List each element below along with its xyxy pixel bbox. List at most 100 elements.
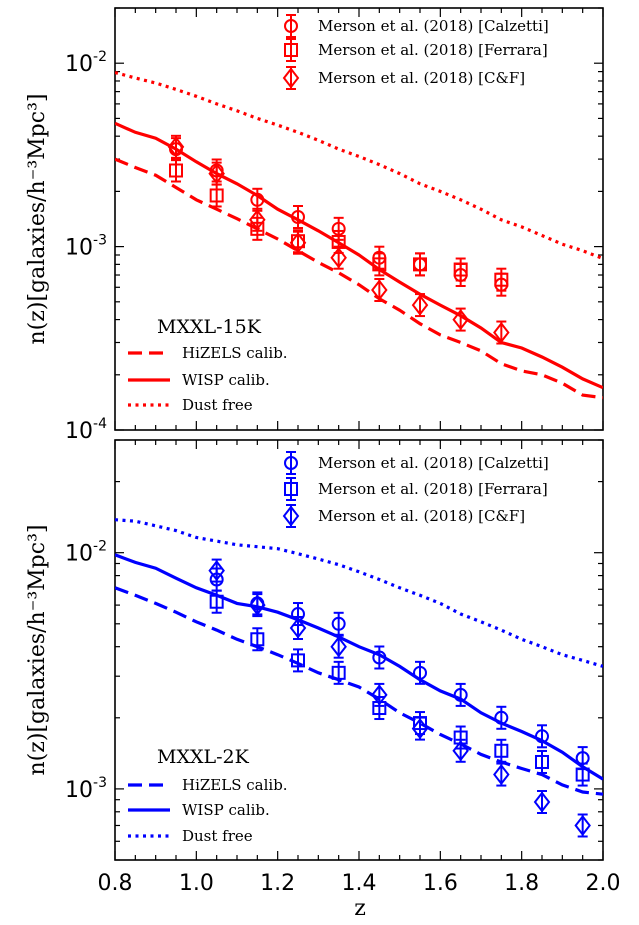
- legend-models: HiZELS calib. WISP calib. Dust free: [128, 776, 288, 845]
- legend-marker-calzetti: [284, 451, 298, 475]
- legend-marker-ferrara: [284, 38, 298, 62]
- legend-entry: Merson et al. (2018) [Ferrara]: [318, 480, 548, 498]
- panel-top: 10-410-310-2n(z)[galaxies/h⁻³Mpc³]Merson…: [25, 7, 604, 444]
- calzetti-data-point: [413, 252, 427, 277]
- y-tick-label: 10-2: [65, 49, 107, 77]
- calzetti-data-point: [413, 660, 427, 685]
- legend-marker-cf: [282, 66, 300, 90]
- legend-entry: Merson et al. (2018) [C&F]: [318, 69, 525, 87]
- x-tick-label: 2.0: [586, 871, 621, 896]
- cf-data-point: [330, 245, 347, 270]
- legend-entry: Merson et al. (2018) [Calzetti]: [318, 17, 549, 35]
- hizels-calib-line: [115, 157, 603, 400]
- legend-entry: HiZELS calib.: [182, 776, 288, 794]
- ferrara-data-point: [209, 183, 224, 208]
- cf-data-point: [249, 593, 266, 618]
- legend-entry: Dust free: [182, 396, 253, 414]
- legend-entry: WISP calib.: [182, 801, 270, 819]
- cf-data-point: [411, 293, 429, 318]
- cf-data-point: [533, 790, 551, 815]
- y-axis-label: n(z)[galaxies/h⁻³Mpc³]: [25, 525, 50, 776]
- ferrara-data-point: [494, 738, 509, 763]
- cf-data-point: [289, 615, 307, 640]
- cf-data-point: [452, 738, 469, 763]
- legend-entry: Merson et al. (2018) [C&F]: [318, 507, 525, 525]
- y-tick-label-exp: -4: [93, 416, 107, 432]
- y-tick-label: 10-3: [65, 775, 107, 803]
- y-tick-label-base: 10: [65, 419, 93, 444]
- series-lines: [115, 518, 603, 796]
- panel-label: MXXL-15K: [157, 316, 262, 338]
- series-lines: [115, 70, 603, 400]
- ferrara-data-point: [291, 648, 305, 673]
- legend-entry: Merson et al. (2018) [Ferrara]: [318, 41, 548, 59]
- legend-entry: HiZELS calib.: [182, 344, 288, 362]
- y-tick-label-base: 10: [65, 542, 93, 567]
- calzetti-data-point: [291, 205, 305, 230]
- panel-label: MXXL-2K: [157, 746, 250, 768]
- cf-data-point: [330, 634, 347, 659]
- legend-marker-ferrara: [284, 477, 298, 501]
- legend-merson: Merson et al. (2018) [Calzetti] Merson et…: [282, 451, 549, 528]
- x-tick-label: 1.4: [342, 871, 377, 896]
- y-tick-label: 10-4: [65, 416, 107, 444]
- cf-data-point: [452, 307, 469, 332]
- y-tick-label-base: 10: [65, 778, 93, 803]
- legend-entry: Merson et al. (2018) [Calzetti]: [318, 454, 549, 472]
- data-points: [167, 134, 510, 345]
- cf-data-point: [208, 558, 225, 583]
- cf-data-point: [208, 161, 225, 186]
- x-tick-label: 1.8: [504, 871, 539, 896]
- y-tick-label: 10-2: [65, 539, 107, 567]
- cf-data-point: [493, 762, 510, 787]
- cf-data-point: [371, 682, 388, 707]
- calzetti-data-point: [494, 272, 509, 297]
- x-tick-label: 1.0: [179, 871, 214, 896]
- hizels-calib-line: [115, 586, 603, 796]
- calzetti-data-point: [331, 611, 346, 636]
- wisp-calib-line: [115, 553, 603, 781]
- legend-entry: Dust free: [182, 827, 253, 845]
- y-tick-label: 10-3: [65, 233, 107, 261]
- cf-data-point: [371, 277, 388, 302]
- cf-data-point: [289, 230, 307, 255]
- ferrara-data-point: [331, 660, 346, 685]
- x-axis-label: z: [354, 896, 366, 921]
- calzetti-data-point: [331, 216, 346, 241]
- cf-data-point: [249, 207, 266, 232]
- panel-bottom: 10-310-2n(z)[galaxies/h⁻³Mpc³]Merson et …: [25, 439, 604, 861]
- y-tick-label-base: 10: [65, 52, 93, 77]
- cf-data-point: [574, 813, 591, 838]
- plot-frame: [114, 439, 604, 861]
- calzetti-data-point: [575, 746, 590, 771]
- y-tick-label-exp: -2: [93, 49, 107, 65]
- legend-entry: WISP calib.: [182, 371, 270, 389]
- calzetti-data-point: [494, 705, 509, 730]
- x-tick-label: 1.6: [423, 871, 458, 896]
- x-tick-label: 1.2: [260, 871, 295, 896]
- ferrara-data-point: [535, 749, 549, 774]
- cf-data-point: [167, 134, 185, 159]
- dust-free-line: [115, 518, 603, 668]
- y-axis-label: n(z)[galaxies/h⁻³Mpc³]: [25, 94, 50, 345]
- y-tick-label-base: 10: [65, 236, 93, 261]
- y-tick-label-exp: -3: [93, 775, 107, 791]
- ferrara-data-point: [169, 158, 183, 183]
- ferrara-data-point: [250, 627, 265, 652]
- calzetti-data-point: [372, 245, 387, 270]
- data-points: [208, 558, 591, 838]
- legend-models: HiZELS calib. WISP calib. Dust free: [128, 344, 288, 414]
- legend-marker-cf: [282, 504, 300, 528]
- x-tick-label: 0.8: [98, 871, 133, 896]
- wisp-calib-line: [115, 121, 603, 390]
- legend-merson: Merson et al. (2018) [Calzetti] Merson et…: [282, 14, 549, 90]
- calzetti-data-point: [372, 645, 387, 670]
- calzetti-data-point: [453, 263, 468, 288]
- cf-data-point: [411, 716, 429, 741]
- y-tick-label-exp: -3: [93, 233, 107, 249]
- legend-marker-calzetti: [284, 14, 298, 38]
- x-tick-labels: 0.8 1.0 1.2 1.4 1.6 1.8 2.0: [98, 871, 621, 896]
- dust-free-line: [115, 70, 603, 261]
- calzetti-data-point: [535, 724, 549, 749]
